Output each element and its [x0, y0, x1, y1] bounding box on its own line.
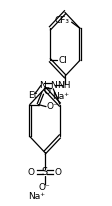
Text: O: O	[55, 167, 62, 177]
Text: Cl: Cl	[58, 56, 67, 65]
Text: CF₃: CF₃	[55, 16, 70, 25]
Text: Na⁺: Na⁺	[52, 92, 69, 101]
Text: O: O	[28, 167, 35, 177]
Text: O⁻: O⁻	[39, 183, 51, 192]
Text: Et: Et	[28, 91, 37, 100]
Text: N: N	[39, 81, 46, 90]
Text: N: N	[50, 81, 57, 90]
Text: NH: NH	[57, 81, 71, 90]
Text: S: S	[42, 167, 48, 177]
Text: O: O	[43, 87, 50, 96]
Text: O⁻: O⁻	[47, 102, 58, 111]
Text: Na⁺: Na⁺	[28, 192, 45, 201]
